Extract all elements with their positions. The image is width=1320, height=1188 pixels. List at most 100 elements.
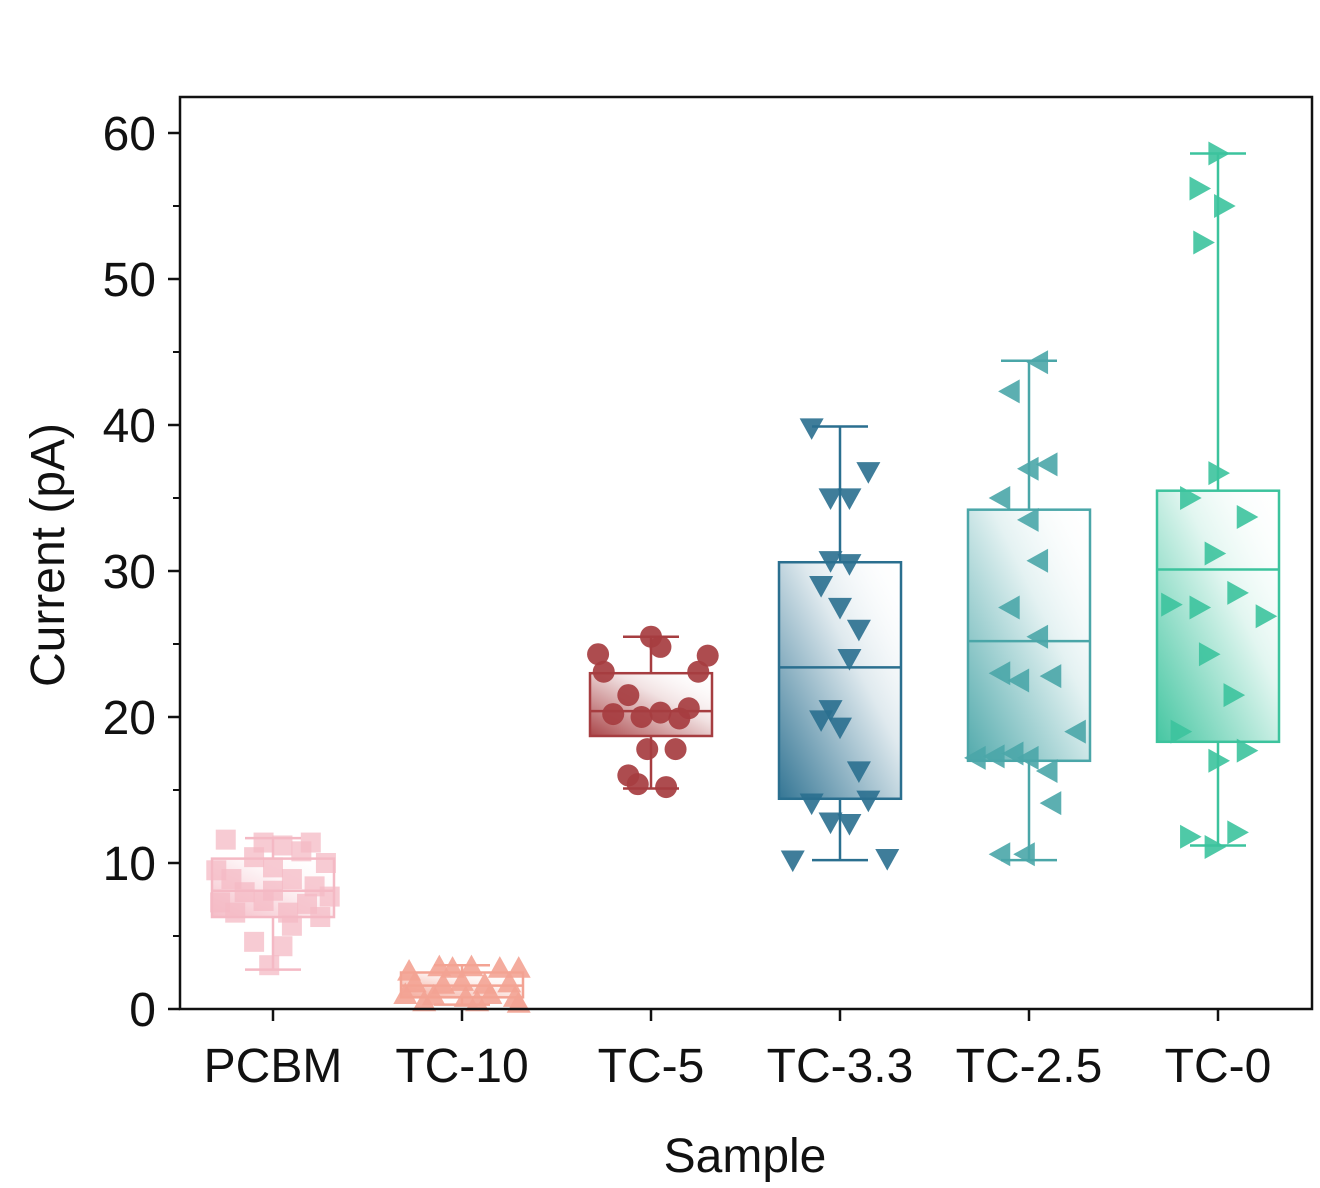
- data-point-TC-3.3-5: [837, 554, 862, 576]
- data-point-TC-5-16: [655, 776, 678, 799]
- data-point-TC-5-6: [617, 684, 640, 707]
- x-tick-label-TC-10: TC-10: [395, 1040, 528, 1093]
- data-point-PCBM-12: [234, 882, 255, 903]
- data-point-PCBM-6: [315, 853, 336, 873]
- data-point-TC-2.5-19: [988, 842, 1011, 867]
- x-tick-label-TC-0: TC-0: [1165, 1040, 1272, 1093]
- box-TC-3.3: [777, 560, 903, 801]
- data-point-TC-0-12: [1198, 642, 1221, 667]
- data-point-TC-0-13: [1223, 683, 1246, 708]
- data-point-TC-10-6: [402, 970, 427, 993]
- data-point-TC-0-9: [1189, 595, 1212, 620]
- data-point-TC-2.5-14: [982, 744, 1005, 769]
- data-point-TC-0-17: [1180, 824, 1202, 849]
- data-point-TC-0-7: [1204, 541, 1227, 566]
- data-point-TC-2.5-16: [1017, 745, 1039, 770]
- data-point-TC-2.5-13: [964, 745, 986, 770]
- data-point-PCBM-22: [244, 931, 265, 952]
- data-point-PCBM-24: [259, 955, 280, 976]
- data-point-TC-10-3: [459, 954, 484, 977]
- data-point-TC-10-2: [440, 956, 465, 978]
- data-point-TC-3.3-0: [799, 418, 824, 440]
- y-tick-label-0: 0: [129, 984, 156, 1037]
- data-point-PCBM-10: [281, 869, 302, 890]
- series-TC-3.3: [777, 418, 903, 873]
- data-point-PCBM-20: [310, 907, 331, 928]
- data-point-TC-0-1: [1189, 176, 1212, 201]
- data-point-TC-5-10: [649, 701, 672, 724]
- data-point-TC-3.3-14: [799, 793, 824, 816]
- data-point-PCBM-21: [281, 915, 302, 936]
- data-point-TC-2.5-1: [998, 379, 1020, 404]
- data-point-TC-0-8: [1161, 592, 1183, 617]
- data-point-TC-2.5-11: [1039, 664, 1062, 689]
- data-point-TC-2.5-10: [1007, 668, 1030, 693]
- data-point-PCBM-7: [206, 860, 227, 881]
- data-point-TC-2.5-2: [1017, 456, 1039, 481]
- data-point-TC-0-11: [1255, 604, 1278, 629]
- data-point-TC-3.3-1: [856, 462, 881, 484]
- data-point-TC-0-18: [1227, 820, 1249, 845]
- data-point-TC-10-16: [412, 989, 437, 1012]
- x-tick-label-PCBM: PCBM: [204, 1040, 343, 1093]
- data-point-TC-3.3-19: [875, 849, 900, 871]
- data-point-TC-5-4: [592, 660, 615, 683]
- data-point-TC-5-3: [696, 644, 719, 667]
- data-point-TC-0-5: [1180, 486, 1202, 510]
- data-point-TC-3.3-17: [837, 813, 862, 836]
- data-point-TC-2.5-20: [1013, 842, 1035, 867]
- data-point-TC-3.3-8: [846, 619, 871, 642]
- series-TC-5: [587, 625, 719, 799]
- data-point-TC-3.3-3: [837, 488, 862, 510]
- data-point-TC-2.5-17: [1035, 759, 1058, 784]
- data-point-TC-3.3-9: [837, 649, 862, 671]
- data-point-TC-5-8: [602, 703, 625, 726]
- data-point-TC-5-13: [664, 738, 687, 761]
- data-point-PCBM-14: [319, 886, 340, 907]
- data-point-TC-3.3-7: [828, 597, 852, 620]
- plot-frame: [178, 95, 1314, 1011]
- data-point-TC-5-1: [649, 635, 672, 658]
- data-point-TC-2.5-8: [1026, 624, 1049, 649]
- data-point-TC-2.5-5: [1017, 507, 1039, 532]
- data-point-TC-10-4: [487, 956, 512, 978]
- data-point-TC-3.3-2: [818, 488, 843, 510]
- data-point-TC-5-9: [630, 706, 653, 728]
- data-point-PCBM-5: [244, 847, 265, 868]
- data-point-TC-10-8: [450, 969, 474, 991]
- data-point-TC-5-11: [668, 707, 691, 730]
- data-point-PCBM-2: [272, 835, 293, 856]
- data-point-TC-0-2: [1214, 194, 1236, 218]
- data-point-PCBM-8: [263, 857, 283, 878]
- data-point-PCBM-4: [291, 841, 312, 862]
- y-tick-label-60: 60: [103, 108, 156, 161]
- data-point-TC-3.3-4: [818, 551, 843, 573]
- data-point-TC-2.5-12: [1064, 719, 1086, 744]
- data-point-PCBM-11: [304, 876, 325, 897]
- y-tick-label-40: 40: [103, 400, 156, 453]
- data-point-TC-5-12: [636, 738, 659, 761]
- data-point-PCBM-18: [225, 902, 246, 923]
- data-point-TC-0-10: [1227, 580, 1249, 605]
- y-tick-label-10: 10: [103, 838, 156, 891]
- data-point-TC-0-16: [1236, 738, 1259, 763]
- box-TC-2.5: [966, 508, 1092, 763]
- data-point-TC-10-5: [506, 956, 531, 978]
- data-point-TC-3.3-11: [809, 710, 834, 732]
- data-point-TC-10-11: [393, 982, 418, 1004]
- data-point-TC-10-18: [506, 991, 531, 1013]
- data-point-PCBM-16: [253, 890, 274, 911]
- data-point-TC-2.5-18: [1039, 791, 1062, 816]
- data-point-TC-5-2: [587, 643, 610, 666]
- data-point-TC-2.5-9: [988, 661, 1011, 686]
- data-point-TC-3.3-13: [846, 761, 871, 784]
- data-point-TC-0-15: [1208, 748, 1230, 773]
- data-point-PCBM-15: [210, 892, 231, 913]
- data-point-TC-0-3: [1193, 230, 1215, 255]
- data-point-TC-5-15: [626, 773, 649, 796]
- data-point-TC-10-14: [478, 982, 503, 1004]
- data-point-TC-3.3-18: [780, 850, 805, 873]
- data-point-TC-3.3-12: [828, 717, 852, 740]
- data-point-TC-2.5-4: [988, 486, 1011, 510]
